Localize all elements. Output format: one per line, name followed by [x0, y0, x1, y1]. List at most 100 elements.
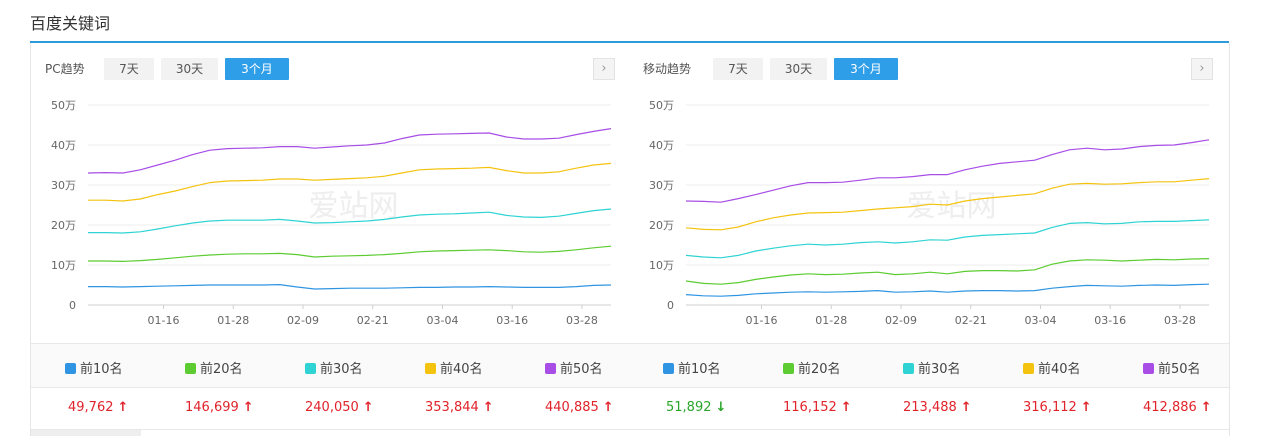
- total-number: 51,892: [666, 400, 712, 415]
- arrow-up-icon: ↑: [1200, 400, 1212, 415]
- series-line: [685, 178, 1210, 231]
- series-line: [88, 245, 612, 262]
- total-value: 51,892 ↓: [666, 400, 726, 415]
- x-tick-label: 03-04: [426, 314, 458, 327]
- x-tick-label: 01-28: [815, 314, 847, 327]
- legend-label: 前50名: [560, 362, 603, 377]
- y-tick-label: 10万: [649, 259, 674, 272]
- series-line: [88, 162, 612, 202]
- x-tick-label: 01-16: [746, 314, 778, 327]
- total-number: 412,886: [1143, 400, 1197, 415]
- x-tick-label: 02-21: [955, 314, 987, 327]
- x-tick-label: 01-28: [217, 314, 249, 327]
- legend-item[interactable]: 前50名: [545, 358, 603, 377]
- legend-swatch: [1143, 363, 1154, 374]
- y-tick-label: 40万: [51, 139, 76, 152]
- y-tick-label: 30万: [51, 179, 76, 192]
- x-tick-label: 02-09: [287, 314, 319, 327]
- legend-item[interactable]: 前50名: [1143, 358, 1201, 377]
- legend-swatch: [1023, 363, 1034, 374]
- y-tick-label: 50万: [649, 99, 674, 112]
- y-tick-label: 30万: [649, 179, 674, 192]
- y-tick-label: 20万: [51, 219, 76, 232]
- total-number: 353,844: [425, 400, 479, 415]
- arrow-up-icon: ↑: [1080, 400, 1092, 415]
- y-tick-label: 0: [69, 299, 76, 312]
- total-number: 49,762: [68, 400, 114, 415]
- tab-30-days[interactable]: 30天: [161, 58, 218, 80]
- tab-7-days[interactable]: 7天: [104, 58, 154, 80]
- x-tick-label: 03-28: [566, 314, 598, 327]
- total-value: 49,762 ↑: [68, 400, 128, 415]
- legend-item[interactable]: 前40名: [1023, 358, 1081, 377]
- series-line: [87, 128, 612, 174]
- arrow-up-icon: ↑: [602, 400, 614, 415]
- total-value: 440,885 ↑: [545, 400, 614, 415]
- panel-header: PC趋势 7天 30天 3个月 ›: [31, 57, 630, 81]
- legend-label: 前10名: [80, 362, 123, 377]
- legend-swatch: [903, 363, 914, 374]
- y-tick-label: 40万: [649, 139, 674, 152]
- legend-label: 前30名: [320, 362, 363, 377]
- legend-item[interactable]: 前30名: [903, 358, 961, 377]
- y-tick-label: 10万: [51, 259, 76, 272]
- total-number: 213,488: [903, 400, 957, 415]
- legend-swatch: [425, 363, 436, 374]
- page-title: 百度关键词: [30, 14, 111, 33]
- scroll-strip: [31, 430, 141, 436]
- pc-trend-chart: 0 10万 20万 30万 40万 50万 01-16 01-28 02-09 02-21 03-0…: [51, 99, 612, 327]
- pc-trend-panel: PC趋势 7天 30天 3个月 › 0 10万 20万 30万 40万 50万 01-16 0…: [30, 43, 631, 436]
- legend-label: 前40名: [440, 362, 483, 377]
- legend-swatch: [783, 363, 794, 374]
- tab-3-months[interactable]: 3个月: [834, 58, 898, 80]
- y-tick-label: 50万: [51, 99, 76, 112]
- series-line: [685, 258, 1210, 285]
- arrow-up-icon: ↑: [482, 400, 494, 415]
- total-value: 116,152 ↑: [783, 400, 852, 415]
- chevron-right-icon[interactable]: ›: [593, 58, 615, 80]
- total-number: 116,152: [783, 400, 837, 415]
- arrow-up-icon: ↑: [960, 400, 972, 415]
- total-value: 213,488 ↑: [903, 400, 972, 415]
- total-value: 353,844 ↑: [425, 400, 494, 415]
- legend-label: 前50名: [1158, 362, 1201, 377]
- x-tick-label: 02-09: [885, 314, 917, 327]
- arrow-up-icon: ↑: [242, 400, 254, 415]
- legend-item[interactable]: 前40名: [425, 358, 483, 377]
- arrow-up-icon: ↑: [840, 400, 852, 415]
- x-tick-label: 03-04: [1024, 314, 1056, 327]
- legend-swatch: [545, 363, 556, 374]
- series-line: [685, 283, 1210, 297]
- mobile-trend-panel: 移动趋势 7天 30天 3个月 › 0 10万 20万 30万 40万 50万 01-16 0…: [629, 43, 1230, 436]
- tab-3-months[interactable]: 3个月: [225, 58, 289, 80]
- watermark: 爱站网: [907, 189, 997, 224]
- total-value: 240,050 ↑: [305, 400, 374, 415]
- legend: 前10名 前20名 前30名 前40名 前50名: [31, 343, 630, 388]
- total-number: 440,885: [545, 400, 599, 415]
- x-tick-label: 03-16: [1094, 314, 1126, 327]
- total-value: 316,112 ↑: [1023, 400, 1092, 415]
- arrow-down-icon: ↓: [715, 400, 727, 415]
- legend-swatch: [185, 363, 196, 374]
- trend-heading: PC趋势: [45, 62, 85, 76]
- arrow-up-icon: ↑: [362, 400, 374, 415]
- title-rule: [30, 41, 1229, 43]
- legend-item[interactable]: 前10名: [663, 358, 721, 377]
- chevron-right-icon[interactable]: ›: [1191, 58, 1213, 80]
- panel-header: 移动趋势 7天 30天 3个月 ›: [629, 57, 1229, 81]
- legend-item[interactable]: 前20名: [783, 358, 841, 377]
- y-tick-label: 20万: [649, 219, 674, 232]
- legend: 前10名 前20名 前30名 前40名 前50名: [629, 343, 1229, 388]
- tab-30-days[interactable]: 30天: [770, 58, 827, 80]
- legend-item[interactable]: 前10名: [65, 358, 123, 377]
- mobile-trend-chart: 0 10万 20万 30万 40万 50万 01-16 01-28 02-09 02-21 03-0…: [649, 99, 1210, 327]
- legend-label: 前20名: [798, 362, 841, 377]
- tab-7-days[interactable]: 7天: [713, 58, 763, 80]
- legend-label: 前20名: [200, 362, 243, 377]
- legend-swatch: [663, 363, 674, 374]
- total-number: 316,112: [1023, 400, 1077, 415]
- arrow-up-icon: ↑: [117, 400, 129, 415]
- legend-item[interactable]: 前20名: [185, 358, 243, 377]
- series-line: [685, 219, 1210, 259]
- legend-item[interactable]: 前30名: [305, 358, 363, 377]
